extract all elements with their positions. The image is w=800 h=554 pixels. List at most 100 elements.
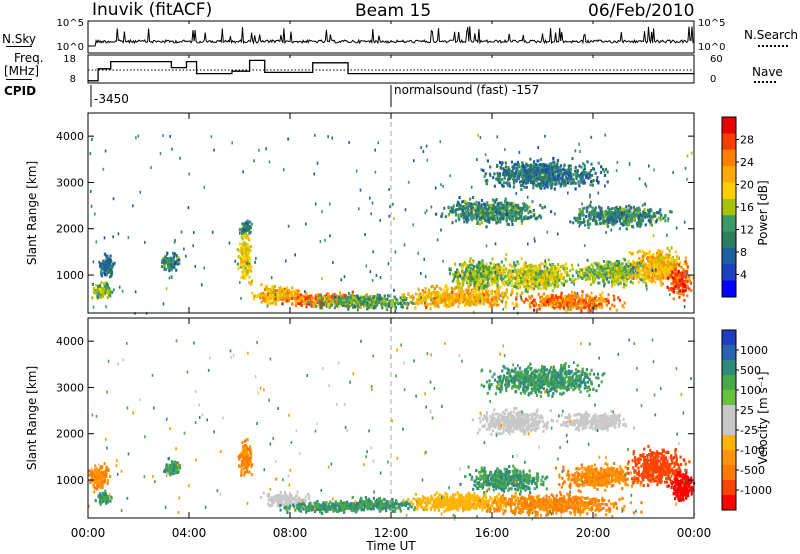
power-echo — [674, 268, 677, 271]
power-echo — [602, 219, 605, 223]
power-echo — [327, 293, 330, 297]
power-echo — [251, 291, 254, 295]
power-echo — [668, 210, 672, 214]
power-echo — [473, 268, 476, 272]
power-echo — [658, 254, 661, 258]
power-echo — [269, 297, 272, 301]
power-echo — [623, 258, 627, 262]
power-echo — [662, 269, 665, 273]
power-echo — [104, 283, 107, 287]
power-echo — [478, 301, 482, 305]
power-echo — [242, 264, 245, 268]
power-echo — [509, 202, 512, 206]
power-echo — [548, 268, 551, 272]
power-echo — [510, 272, 513, 276]
power-echo — [109, 275, 112, 279]
power-echo — [627, 271, 630, 274]
power-echo — [301, 299, 304, 303]
power-echo — [590, 301, 593, 304]
power-echo — [354, 305, 357, 309]
power-echo — [343, 297, 346, 301]
power-echo — [683, 284, 687, 288]
power-echo — [529, 285, 532, 289]
nsky-line — [87, 26, 695, 47]
power-echo — [307, 300, 310, 304]
power-echo — [564, 270, 567, 274]
power-echo — [449, 299, 452, 303]
power-echo — [506, 279, 509, 283]
power-echo — [544, 283, 547, 287]
power-echo — [598, 269, 601, 273]
power-echo — [540, 295, 543, 299]
power-echo — [683, 274, 686, 278]
nsearch-tick-high: 10^5 — [698, 18, 725, 29]
power-echo — [675, 259, 678, 262]
power-echo — [601, 297, 604, 301]
power-echo — [411, 294, 414, 298]
power-echo — [485, 275, 488, 279]
power-echo — [656, 258, 659, 262]
power-echo — [675, 291, 678, 294]
power-echo — [588, 266, 591, 270]
power-echo — [491, 282, 494, 286]
power-echo — [381, 302, 384, 306]
power-echo — [581, 207, 584, 211]
power-echo — [507, 271, 510, 275]
power-echo — [666, 274, 669, 278]
power-echo — [532, 275, 535, 279]
power-echo — [505, 274, 509, 278]
power-echo — [531, 294, 534, 298]
power-echo — [94, 291, 97, 295]
power-echo — [534, 217, 537, 220]
power-echo — [511, 287, 514, 291]
power-echo — [480, 221, 484, 225]
power-echo — [514, 263, 517, 267]
power-echo — [242, 243, 245, 247]
power-echo — [274, 302, 278, 306]
power-echo — [462, 282, 465, 286]
power-echo — [544, 299, 547, 303]
power-echo — [654, 260, 657, 264]
power-echo — [646, 263, 649, 267]
power-echo — [247, 264, 250, 268]
power-echo — [464, 213, 467, 217]
power-echo — [243, 253, 246, 257]
power-echo — [462, 275, 465, 279]
power-echo — [351, 293, 354, 297]
power-echo — [348, 304, 351, 307]
power-echo — [537, 286, 540, 290]
power-echo — [476, 265, 479, 269]
power-echo — [281, 302, 284, 306]
power-echo — [551, 300, 554, 304]
power-echo — [480, 261, 483, 265]
power-echo — [340, 294, 343, 298]
power-echo — [636, 224, 639, 228]
power-echo — [448, 295, 451, 299]
power-echo — [493, 278, 496, 282]
power-echo — [679, 261, 682, 264]
power-echo — [108, 270, 111, 274]
power-echo — [105, 273, 108, 277]
power-echo — [477, 261, 480, 265]
power-echo — [679, 281, 682, 285]
power-echo — [593, 296, 597, 300]
power-echo — [460, 273, 463, 277]
power-echo — [547, 275, 550, 279]
power-echo — [482, 302, 485, 306]
power-echo — [501, 282, 504, 286]
power-echo — [493, 303, 496, 306]
power-echo — [372, 295, 375, 298]
power-echo — [248, 281, 251, 285]
power-echo — [103, 271, 106, 274]
power-echo — [622, 272, 625, 276]
power-echo — [581, 295, 584, 299]
power-echo — [681, 282, 684, 286]
power-echo — [98, 287, 101, 291]
power-echo — [573, 302, 576, 306]
power-echo — [359, 299, 362, 303]
power-echo — [462, 200, 465, 203]
power-echo — [161, 265, 164, 269]
power-echo — [668, 275, 672, 279]
power-echo — [642, 251, 646, 255]
power-echo — [520, 273, 523, 277]
